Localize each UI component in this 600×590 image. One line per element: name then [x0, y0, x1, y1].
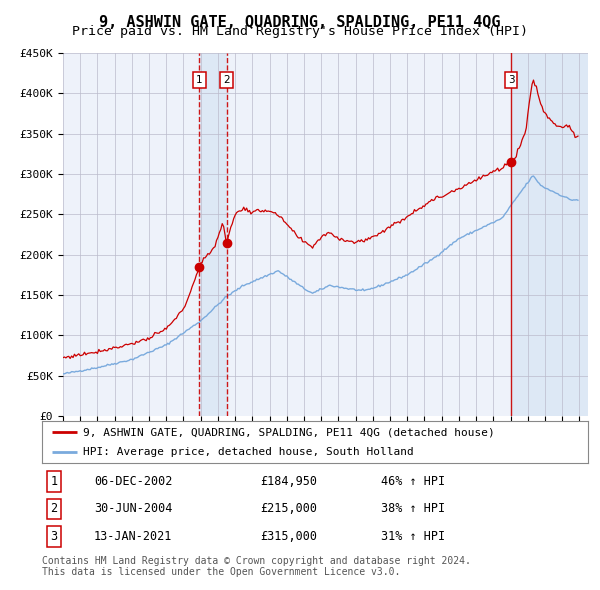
Bar [199, 53, 227, 416]
Text: HPI: Average price, detached house, South Holland: HPI: Average price, detached house, Sout… [83, 447, 414, 457]
Text: £184,950: £184,950 [260, 475, 317, 488]
Text: 2: 2 [50, 502, 58, 516]
Text: Price paid vs. HM Land Registry's House Price Index (HPI): Price paid vs. HM Land Registry's House … [72, 25, 528, 38]
Text: 2: 2 [223, 76, 230, 86]
Text: 9, ASHWIN GATE, QUADRING, SPALDING, PE11 4QG (detached house): 9, ASHWIN GATE, QUADRING, SPALDING, PE11… [83, 427, 494, 437]
Text: 3: 3 [50, 530, 58, 543]
Text: 46% ↑ HPI: 46% ↑ HPI [380, 475, 445, 488]
Text: 06-DEC-2002: 06-DEC-2002 [94, 475, 172, 488]
Text: 13-JAN-2021: 13-JAN-2021 [94, 530, 172, 543]
Text: £215,000: £215,000 [260, 502, 317, 516]
Text: 30-JUN-2004: 30-JUN-2004 [94, 502, 172, 516]
Text: 31% ↑ HPI: 31% ↑ HPI [380, 530, 445, 543]
Text: 38% ↑ HPI: 38% ↑ HPI [380, 502, 445, 516]
Text: 9, ASHWIN GATE, QUADRING, SPALDING, PE11 4QG: 9, ASHWIN GATE, QUADRING, SPALDING, PE11… [99, 15, 501, 30]
Text: Contains HM Land Registry data © Crown copyright and database right 2024.
This d: Contains HM Land Registry data © Crown c… [42, 556, 471, 578]
Text: 3: 3 [508, 76, 515, 86]
Text: 1: 1 [196, 76, 203, 86]
Text: £315,000: £315,000 [260, 530, 317, 543]
Text: 1: 1 [50, 475, 58, 488]
Bar [511, 53, 588, 416]
